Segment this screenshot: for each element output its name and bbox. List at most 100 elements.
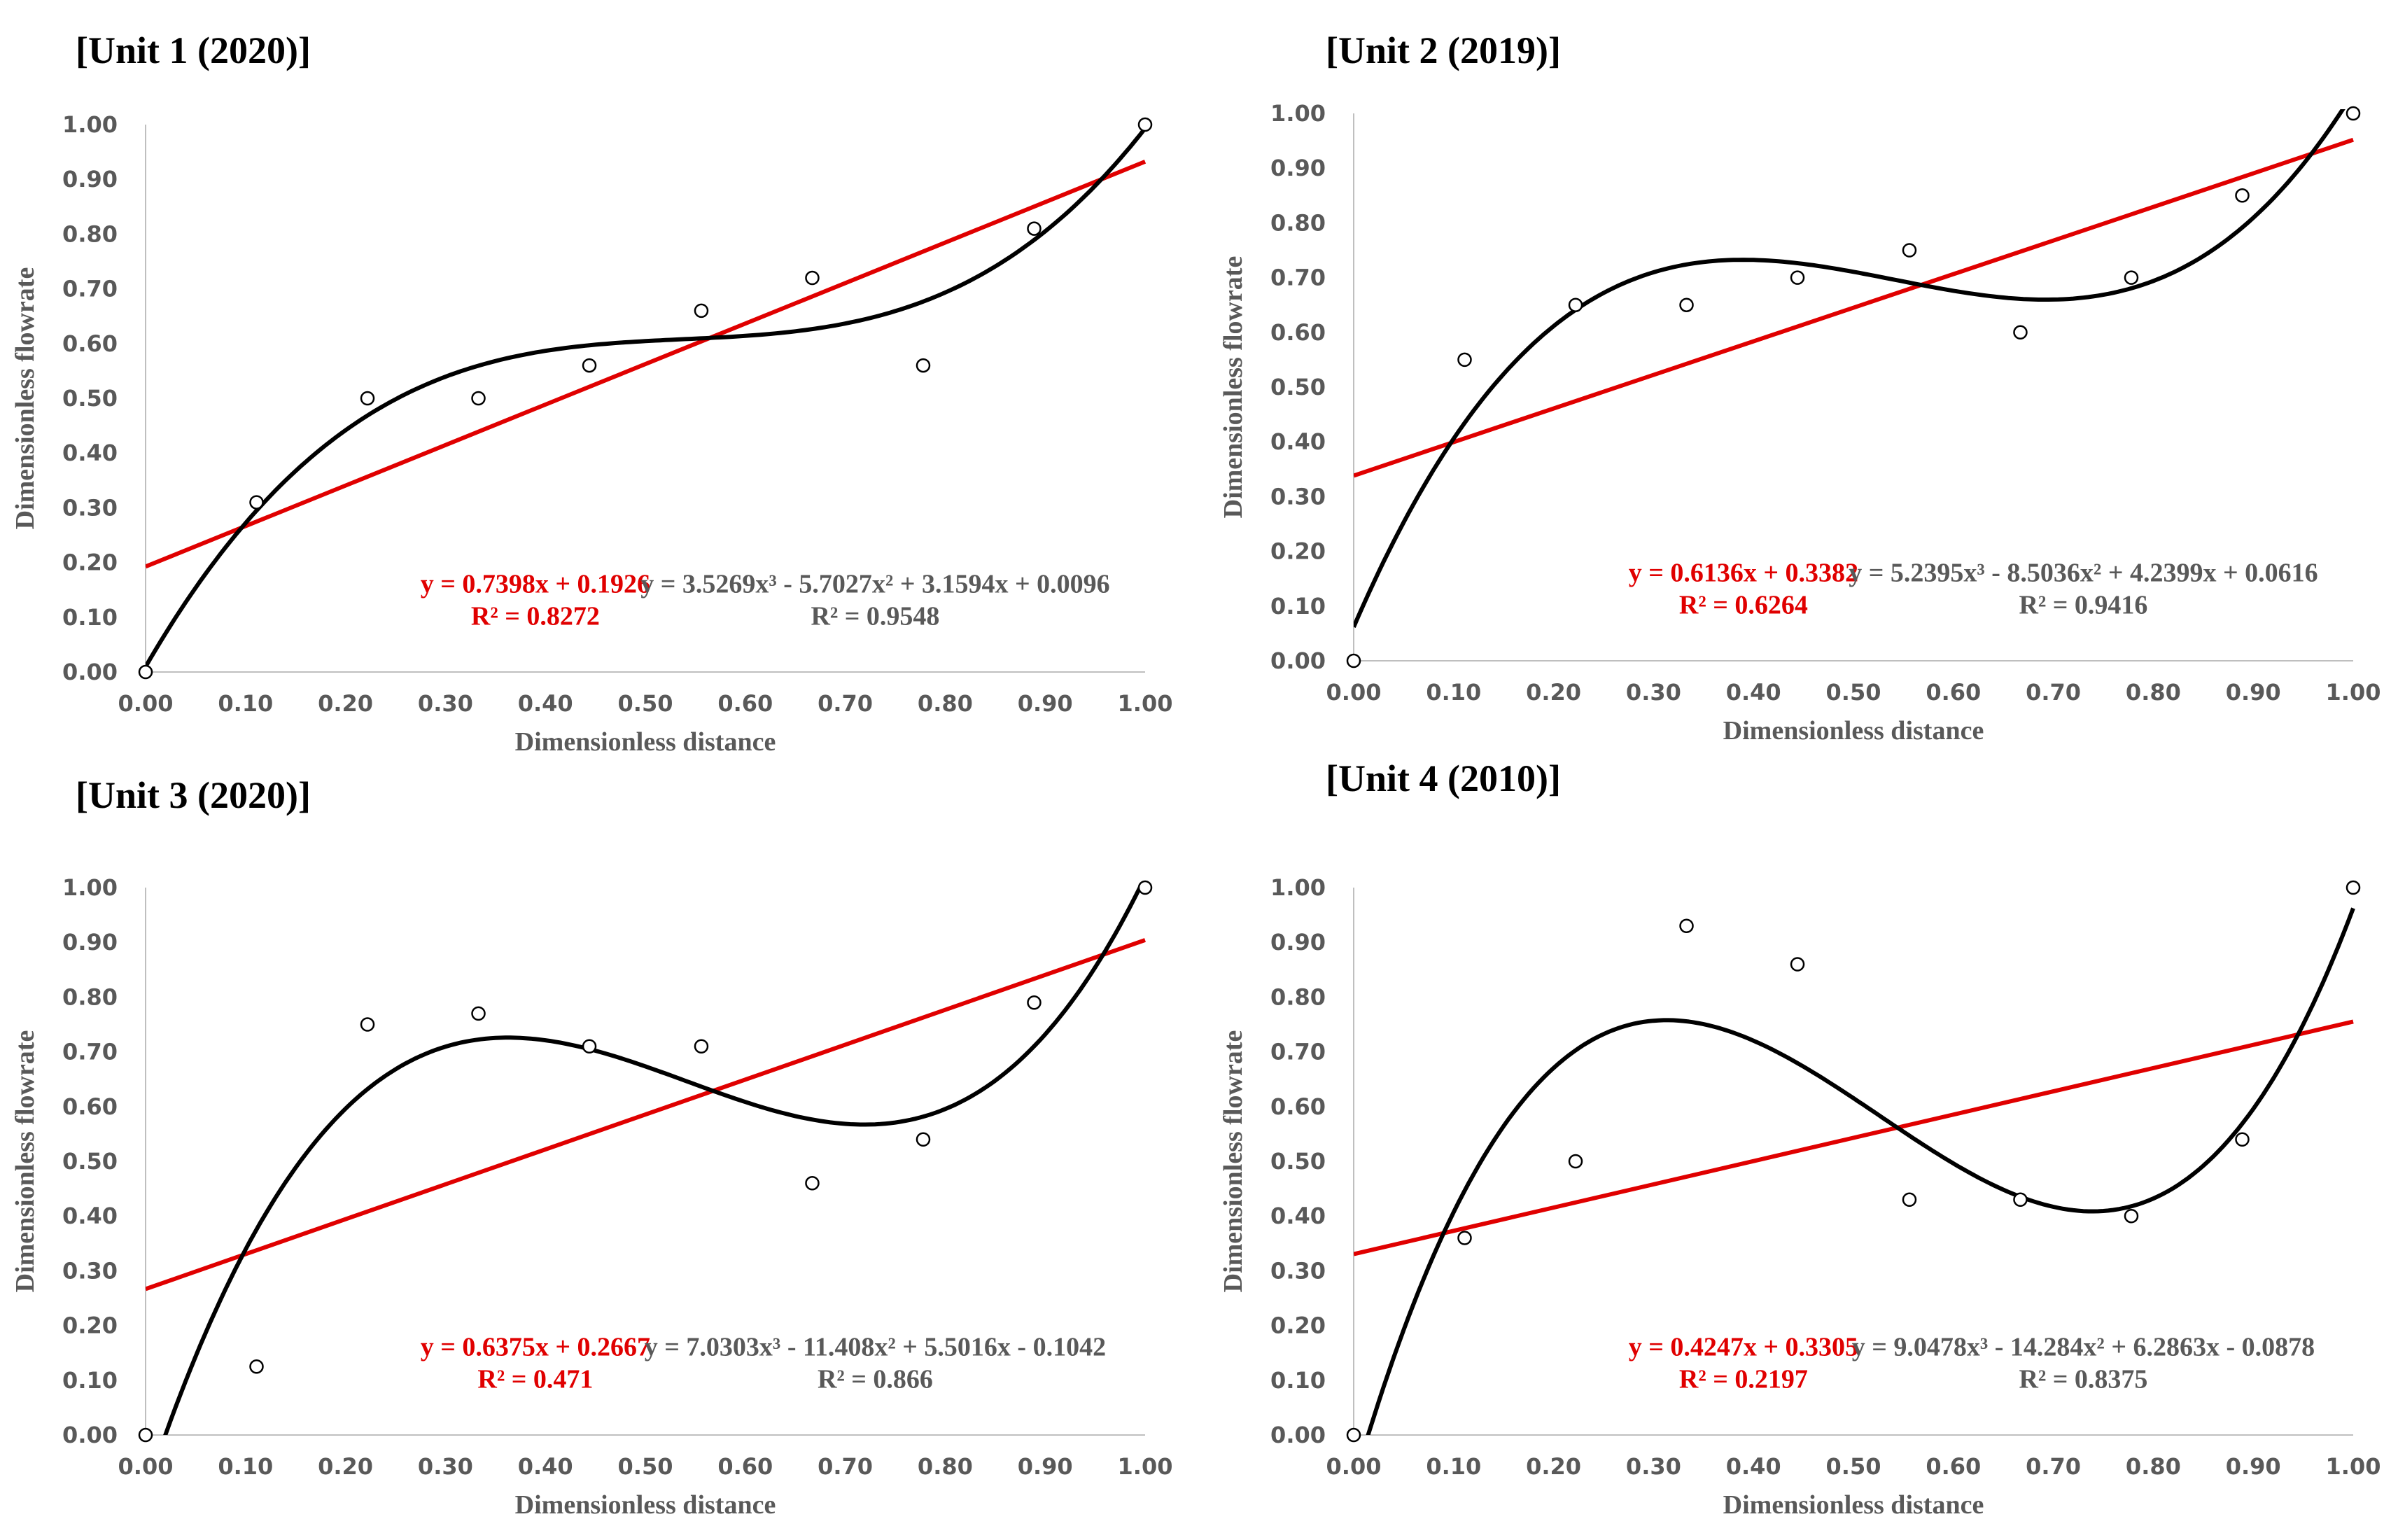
y-tick-label: 0.60 bbox=[1270, 319, 1326, 346]
x-tick-label: 0.00 bbox=[118, 1453, 174, 1480]
x-tick-label: 0.60 bbox=[1926, 679, 1981, 706]
linear-fit-r2: R² = 0.6264 bbox=[1679, 591, 1808, 620]
data-point bbox=[471, 1006, 486, 1021]
y-tick-label: 0.10 bbox=[1270, 593, 1326, 620]
x-tick-label: 1.00 bbox=[2326, 1453, 2381, 1480]
y-tick-label: 0.70 bbox=[1270, 1039, 1326, 1065]
x-tick-label: 0.70 bbox=[818, 690, 873, 717]
polynomial-fit-equation: y = 9.0478x³ - 14.284x² + 6.2863x - 0.08… bbox=[1852, 1333, 2315, 1362]
y-tick-label: 1.00 bbox=[62, 111, 118, 138]
x-tick-label: 0.30 bbox=[418, 690, 473, 717]
y-tick-label: 0.30 bbox=[1270, 1257, 1326, 1284]
x-tick-label: 0.80 bbox=[2126, 679, 2181, 706]
data-point bbox=[1346, 1427, 1361, 1443]
y-tick-label: 0.40 bbox=[62, 440, 118, 466]
y-tick-label: 0.40 bbox=[1270, 1203, 1326, 1229]
data-point bbox=[1027, 995, 1042, 1010]
y-tick-label: 0.80 bbox=[62, 220, 118, 247]
y-tick-label: 0.90 bbox=[62, 929, 118, 955]
y-tick-label: 0.70 bbox=[62, 1039, 118, 1065]
x-tick-label: 0.90 bbox=[1018, 690, 1073, 717]
polynomial-fit-r2: R² = 0.8375 bbox=[2019, 1365, 2147, 1394]
y-tick-label: 0.90 bbox=[1270, 155, 1326, 181]
data-point bbox=[2346, 880, 2361, 895]
data-point bbox=[1790, 957, 1805, 972]
x-tick-label: 0.70 bbox=[2026, 1453, 2081, 1480]
y-tick-label: 0.00 bbox=[62, 1422, 118, 1448]
data-point bbox=[1679, 298, 1694, 312]
y-tick-label: 0.40 bbox=[1270, 428, 1326, 455]
chart-panel-3: [Unit 3 (2020)] 0.00 0.10 0.20 0.30 0.40 0.50 0… bbox=[10, 774, 1172, 1520]
chart-title: [Unit 3 (2020)] bbox=[76, 774, 311, 816]
polynomial-fit-curve bbox=[1354, 109, 2346, 628]
x-tick-label: 0.90 bbox=[2226, 679, 2281, 706]
x-axis-title: Dimensionless distance bbox=[515, 1490, 776, 1520]
chart-title: [Unit 1 (2020)] bbox=[76, 29, 311, 71]
x-tick-label: 0.20 bbox=[318, 690, 373, 717]
x-tick-label: 0.00 bbox=[118, 690, 174, 717]
polynomial-fit-r2: R² = 0.866 bbox=[818, 1365, 933, 1394]
x-tick-label: 0.60 bbox=[1926, 1453, 1981, 1480]
y-axis-title: Dimensionless flowrate bbox=[1219, 1030, 1248, 1293]
y-tick-label: 0.10 bbox=[62, 604, 118, 631]
y-tick-label: 1.00 bbox=[62, 874, 118, 901]
x-tick-label: 0.30 bbox=[418, 1453, 473, 1480]
x-tick-label: 0.90 bbox=[1018, 1453, 1073, 1480]
y-tick-label: 0.50 bbox=[62, 1148, 118, 1175]
data-point bbox=[1137, 880, 1153, 895]
x-tick-label: 0.10 bbox=[1426, 679, 1481, 706]
x-axis-title: Dimensionless distance bbox=[1723, 716, 1984, 746]
x-tick-label: 0.40 bbox=[1726, 679, 1781, 706]
polynomial-fit-r2: R² = 0.9416 bbox=[2019, 591, 2147, 620]
x-tick-label: 0.40 bbox=[1726, 1453, 1781, 1480]
y-tick-label: 0.30 bbox=[62, 494, 118, 521]
data-point bbox=[138, 1427, 153, 1443]
x-tick-label: 0.80 bbox=[918, 690, 973, 717]
y-tick-label: 1.00 bbox=[1270, 100, 1326, 127]
y-tick-label: 0.20 bbox=[1270, 1312, 1326, 1339]
linear-fit-line bbox=[146, 160, 1147, 569]
y-tick-label: 0.20 bbox=[62, 550, 118, 576]
x-tick-label: 0.60 bbox=[717, 690, 773, 717]
data-point bbox=[360, 1017, 375, 1032]
y-tick-label: 0.80 bbox=[1270, 983, 1326, 1010]
data-point bbox=[2124, 1208, 2139, 1224]
data-point bbox=[694, 1039, 709, 1054]
data-point bbox=[805, 1176, 820, 1191]
chart-panel-2: [Unit 2 (2019)] 0.00 0.10 0.20 0.30 0.40 0.50 0… bbox=[1219, 29, 2381, 746]
y-tick-label: 0.80 bbox=[62, 983, 118, 1010]
y-tick-label: 0.00 bbox=[1270, 648, 1326, 674]
x-tick-label: 0.80 bbox=[918, 1453, 973, 1480]
linear-fit-r2: R² = 0.2197 bbox=[1679, 1365, 1808, 1394]
linear-fit-r2: R² = 0.471 bbox=[477, 1365, 593, 1394]
x-tick-label: 0.80 bbox=[2126, 1453, 2181, 1480]
x-tick-label: 0.50 bbox=[618, 690, 673, 717]
x-tick-label: 0.20 bbox=[1526, 1453, 1581, 1480]
polynomial-fit-equation: y = 3.5269x³ - 5.7027x² + 3.1594x + 0.00… bbox=[640, 570, 1109, 599]
chart-panel-4: [Unit 4 (2010)] 0.00 0.10 0.20 0.30 0.40 0.50 0… bbox=[1219, 757, 2381, 1520]
x-tick-label: 1.00 bbox=[2326, 679, 2381, 706]
polynomial-fit-curve bbox=[146, 127, 1147, 668]
y-tick-label: 0.10 bbox=[62, 1367, 118, 1394]
chart-title: [Unit 4 (2010)] bbox=[1326, 757, 1561, 799]
x-tick-label: 0.00 bbox=[1326, 1453, 1382, 1480]
data-point bbox=[249, 495, 264, 510]
data-point bbox=[1568, 298, 1583, 312]
y-tick-label: 0.30 bbox=[1270, 483, 1326, 510]
data-point bbox=[471, 391, 486, 406]
y-tick-label: 0.20 bbox=[1270, 538, 1326, 565]
data-point bbox=[1568, 1154, 1583, 1169]
chart-title: [Unit 2 (2019)] bbox=[1326, 29, 1561, 71]
x-tick-label: 0.90 bbox=[2226, 1453, 2281, 1480]
data-point bbox=[1457, 352, 1472, 368]
data-point bbox=[582, 1039, 597, 1054]
y-tick-label: 0.10 bbox=[1270, 1367, 1326, 1394]
polynomial-fit-r2: R² = 0.9548 bbox=[811, 602, 939, 631]
x-tick-label: 0.10 bbox=[218, 1453, 273, 1480]
data-point bbox=[138, 664, 153, 680]
data-point bbox=[360, 391, 375, 406]
y-tick-label: 0.90 bbox=[62, 166, 118, 192]
y-tick-label: 0.60 bbox=[1270, 1093, 1326, 1120]
y-axis-title: Dimensionless flowrate bbox=[1219, 256, 1248, 519]
